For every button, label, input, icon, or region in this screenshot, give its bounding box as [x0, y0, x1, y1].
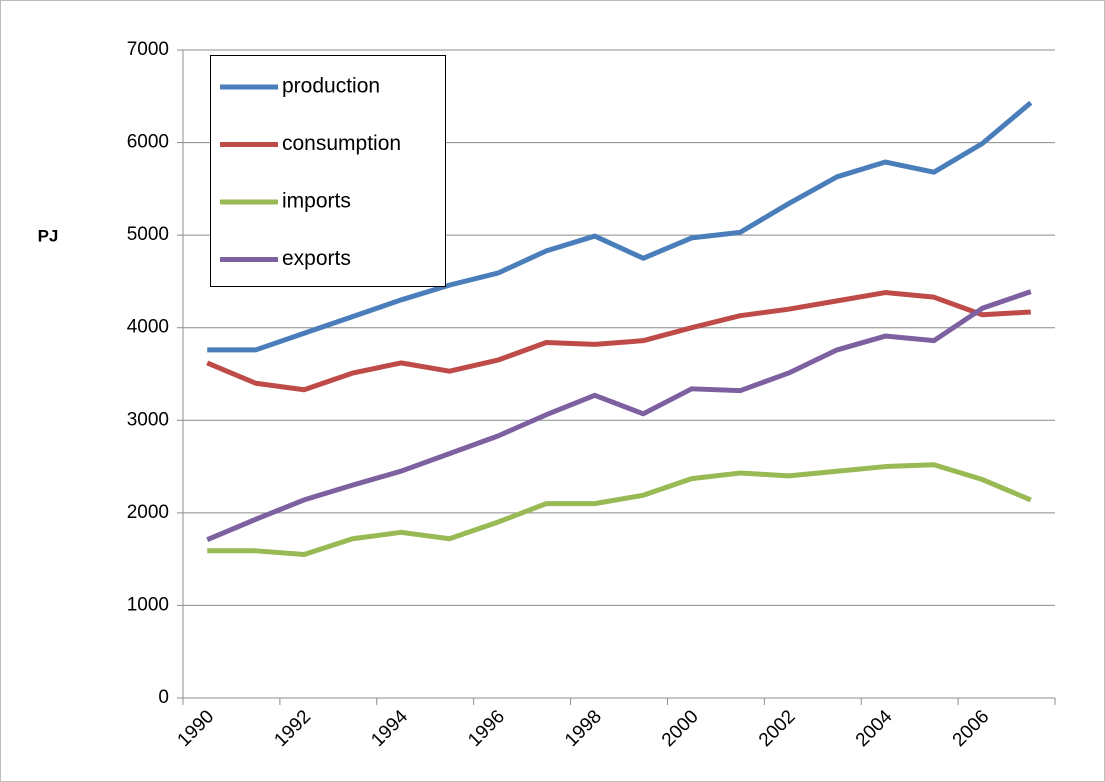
legend-label: consumption	[282, 132, 401, 155]
y-tick-label: 5000	[127, 224, 169, 245]
y-tick-label: 3000	[127, 409, 169, 430]
series-line	[206, 290, 1031, 393]
legend-label: exports	[282, 247, 351, 270]
y-axis-label: PJ	[38, 226, 59, 245]
series-line	[206, 289, 1032, 543]
legend-box	[210, 55, 446, 287]
y-tick-label: 1000	[127, 594, 169, 615]
y-tick-label: 4000	[127, 317, 169, 338]
y-tick-label: 0	[158, 687, 169, 708]
legend-label: production	[282, 75, 380, 98]
y-tick-label: 7000	[127, 39, 169, 60]
series-line	[207, 462, 1032, 558]
legend-label: imports	[282, 190, 351, 213]
y-tick-label: 6000	[127, 132, 169, 153]
y-tick-label: 2000	[127, 502, 169, 523]
series-line	[207, 100, 1033, 353]
